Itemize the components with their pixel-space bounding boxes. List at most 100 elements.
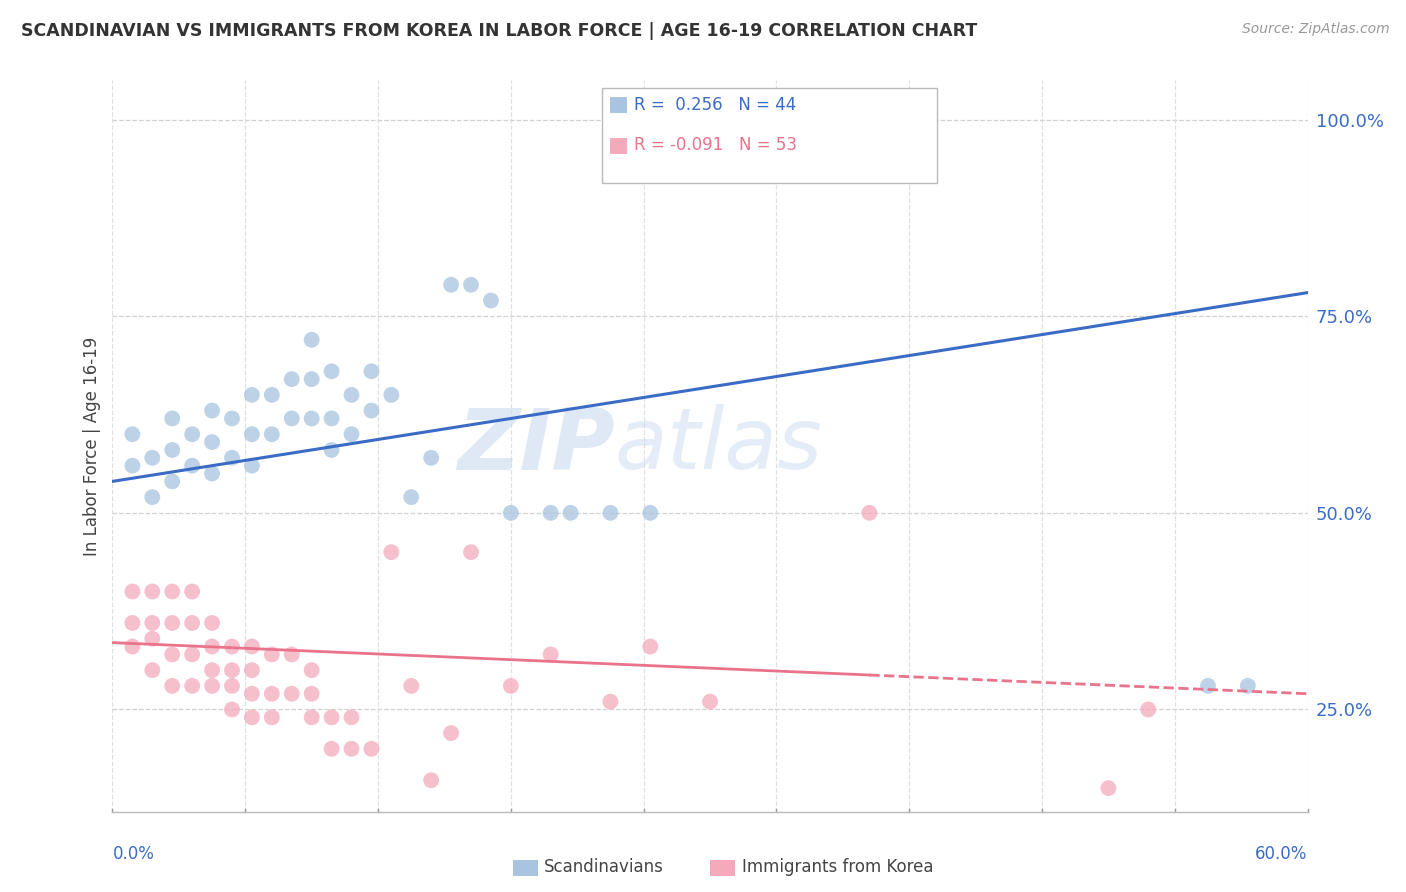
Point <box>321 442 343 457</box>
Point <box>340 388 363 402</box>
Point <box>141 490 163 504</box>
Point <box>401 679 423 693</box>
Point <box>201 663 224 677</box>
Point <box>221 450 243 465</box>
Text: 0.0%: 0.0% <box>112 845 155 863</box>
Point <box>121 615 143 630</box>
Point <box>162 615 183 630</box>
Point <box>162 679 183 693</box>
Point <box>121 640 143 654</box>
Point <box>201 435 224 450</box>
Text: SCANDINAVIAN VS IMMIGRANTS FROM KOREA IN LABOR FORCE | AGE 16-19 CORRELATION CHA: SCANDINAVIAN VS IMMIGRANTS FROM KOREA IN… <box>21 22 977 40</box>
Point <box>221 411 243 425</box>
Point <box>340 741 363 756</box>
Point <box>281 648 304 662</box>
Text: 60.0%: 60.0% <box>1256 845 1308 863</box>
Point <box>240 388 263 402</box>
Point <box>181 584 204 599</box>
Point <box>321 710 343 724</box>
Point <box>440 277 463 292</box>
Point <box>360 403 382 417</box>
Text: atlas: atlas <box>614 404 823 488</box>
Point <box>121 584 143 599</box>
Text: Immigrants from Korea: Immigrants from Korea <box>742 858 934 876</box>
Point <box>260 648 283 662</box>
Point <box>240 663 263 677</box>
Point <box>141 632 163 646</box>
Point <box>699 695 721 709</box>
Point <box>499 506 522 520</box>
Point <box>201 615 224 630</box>
Point <box>380 545 402 559</box>
Point <box>638 640 662 654</box>
Text: R = -0.091   N = 53: R = -0.091 N = 53 <box>634 136 797 153</box>
Point <box>460 277 482 292</box>
Point <box>181 679 204 693</box>
Point <box>221 640 243 654</box>
Point <box>281 411 304 425</box>
Point <box>221 702 243 716</box>
Point <box>141 450 163 465</box>
Point <box>201 679 224 693</box>
Point <box>321 411 343 425</box>
Point <box>141 584 163 599</box>
Point <box>420 450 443 465</box>
Point <box>1197 679 1219 693</box>
Text: Scandinavians: Scandinavians <box>544 858 664 876</box>
Point <box>201 640 224 654</box>
Point <box>240 427 263 442</box>
Point <box>460 545 482 559</box>
Point <box>201 467 224 481</box>
Point <box>301 687 323 701</box>
Point <box>162 442 183 457</box>
Point <box>360 741 382 756</box>
Point <box>560 506 582 520</box>
Point <box>240 687 263 701</box>
Point <box>260 687 283 701</box>
Point <box>479 293 502 308</box>
Point <box>499 679 522 693</box>
Point <box>281 687 304 701</box>
Point <box>1137 702 1160 716</box>
Point <box>141 615 163 630</box>
Point <box>162 648 183 662</box>
Text: R =  0.256   N = 44: R = 0.256 N = 44 <box>634 95 796 113</box>
Point <box>141 663 163 677</box>
Point <box>401 490 423 504</box>
Point <box>162 584 183 599</box>
Point <box>858 506 880 520</box>
Point <box>240 640 263 654</box>
Point <box>181 648 204 662</box>
Point <box>599 695 621 709</box>
Point <box>201 403 224 417</box>
Text: Source: ZipAtlas.com: Source: ZipAtlas.com <box>1241 22 1389 37</box>
Point <box>360 364 382 378</box>
Point <box>599 506 621 520</box>
Point <box>380 388 402 402</box>
Point <box>340 710 363 724</box>
Point <box>540 506 562 520</box>
Point <box>301 710 323 724</box>
Point <box>301 333 323 347</box>
Point <box>1097 781 1119 796</box>
Text: ZIP: ZIP <box>457 404 614 488</box>
Point <box>281 372 304 386</box>
Point <box>1237 679 1260 693</box>
Point <box>221 663 243 677</box>
Y-axis label: In Labor Force | Age 16-19: In Labor Force | Age 16-19 <box>83 336 101 556</box>
Point <box>260 427 283 442</box>
Point <box>181 458 204 473</box>
Point <box>340 427 363 442</box>
Point <box>321 741 343 756</box>
Point <box>321 364 343 378</box>
Point <box>301 663 323 677</box>
Point <box>638 506 662 520</box>
Point <box>121 458 143 473</box>
Point <box>162 475 183 489</box>
Point <box>240 458 263 473</box>
Point <box>440 726 463 740</box>
Point <box>301 411 323 425</box>
Point <box>540 648 562 662</box>
Point <box>240 710 263 724</box>
Point <box>221 679 243 693</box>
